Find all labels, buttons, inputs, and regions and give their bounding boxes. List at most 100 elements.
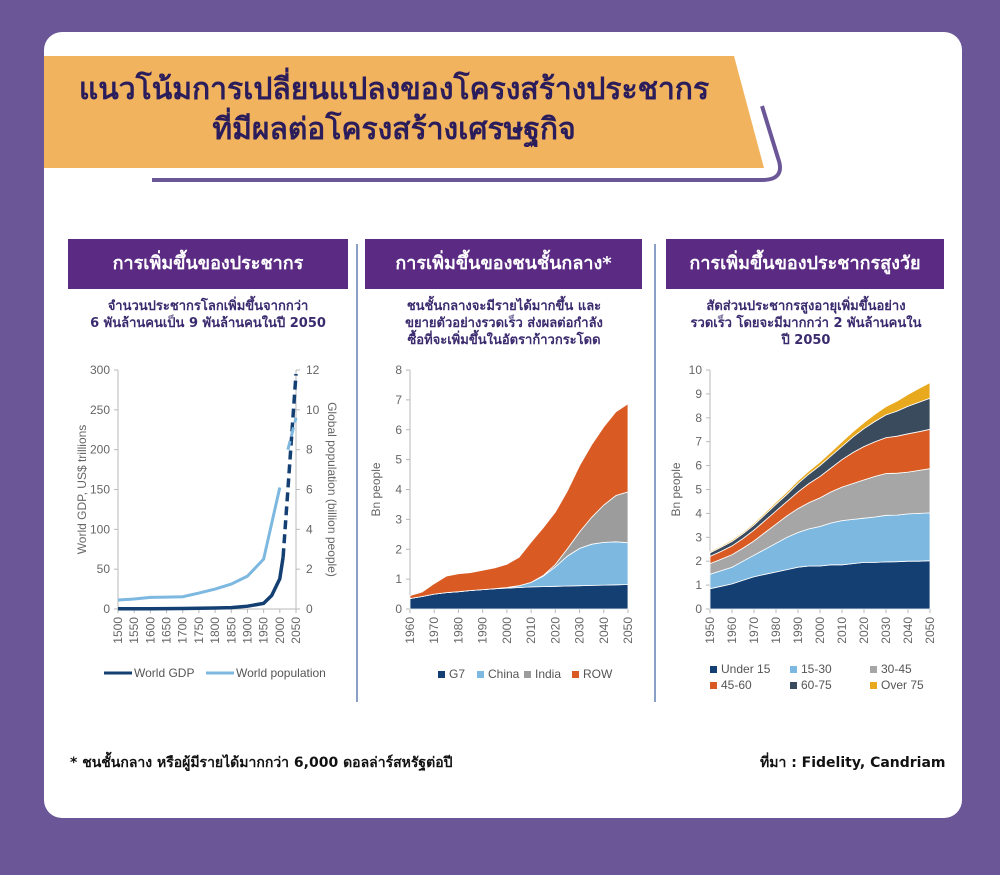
x-tick-label: 2040 xyxy=(901,617,915,644)
legend-swatch-india xyxy=(524,671,531,678)
y-tick-label: 0 xyxy=(395,602,402,616)
legend-label-world-population: World population xyxy=(236,666,326,680)
series-line-projection-world-population xyxy=(286,417,298,451)
x-tick-label: 1980 xyxy=(769,617,783,644)
panel-heading-middle-class: การเพิ่มขึ้นของชนชั้นกลาง* xyxy=(365,239,642,289)
y-tick-label: 150 xyxy=(90,483,110,497)
x-tick-label: 1600 xyxy=(143,617,157,644)
legend-swatch-row xyxy=(572,671,579,678)
y-tick-label: 50 xyxy=(97,562,111,576)
x-tick-label: 1750 xyxy=(192,617,206,644)
x-tick-label: 1500 xyxy=(111,617,125,644)
y-tick-label: 2 xyxy=(395,542,402,556)
legend-swatch-30-45 xyxy=(870,666,877,673)
x-tick-label: 1850 xyxy=(224,617,238,644)
legend-label-g7: G7 xyxy=(449,667,465,681)
legend-label-45-60: 45-60 xyxy=(721,678,752,692)
y2-tick-label: 2 xyxy=(306,562,313,576)
x-tick-label: 1700 xyxy=(176,617,190,644)
legend-label-60-75: 60-75 xyxy=(801,678,832,692)
y2-tick-label: 8 xyxy=(306,443,313,457)
x-tick-label: 1970 xyxy=(427,617,441,644)
banner-underline xyxy=(152,105,782,182)
y-tick-label: 5 xyxy=(695,483,702,497)
y2-tick-label: 6 xyxy=(306,483,313,497)
x-tick-label: 2000 xyxy=(500,617,514,644)
x-tick-label: 1900 xyxy=(240,617,254,644)
series-line-world-gdp xyxy=(117,556,285,611)
y-tick-label: 4 xyxy=(695,506,702,520)
y-tick-label: 9 xyxy=(695,387,702,401)
x-tick-label: 2020 xyxy=(857,617,871,644)
x-tick-label: 2010 xyxy=(835,617,849,644)
y-axis-label: World GDP, US$ trillions xyxy=(75,425,89,555)
y-tick-label: 0 xyxy=(695,602,702,616)
footnote: * ชนชั้นกลาง หรือผู้มีรายได้มากกว่า 6,00… xyxy=(70,755,453,771)
legend-swatch-g7 xyxy=(438,671,445,678)
area-series-row xyxy=(409,403,629,599)
y2-tick-label: 12 xyxy=(306,363,320,377)
page-title-line1: แนวโน้มการเปลี่ยนแปลงของโครงสร้างประชากร xyxy=(78,72,710,107)
y-tick-label: 1 xyxy=(695,578,702,592)
y-tick-label: 200 xyxy=(90,443,110,457)
y-tick-label: 0 xyxy=(103,602,110,616)
series-line-world-population xyxy=(117,487,282,602)
y-tick-label: 3 xyxy=(395,512,402,526)
x-tick-label: 1950 xyxy=(703,617,717,644)
y-tick-label: 6 xyxy=(695,459,702,473)
y-tick-label: 10 xyxy=(689,363,703,377)
y-tick-label: 8 xyxy=(695,411,702,425)
x-tick-label: 2050 xyxy=(923,617,937,644)
area-series-over-75 xyxy=(709,382,931,554)
legend-label-row: ROW xyxy=(583,667,613,681)
y-tick-label: 250 xyxy=(90,403,110,417)
x-tick-label: 1550 xyxy=(127,617,141,644)
panel-subtitle-aging: สัดส่วนประชากรสูงอายุเพิ่มขึ้นอย่าง รวดเ… xyxy=(690,299,922,348)
x-tick-label: 2000 xyxy=(813,617,827,644)
legend-label-world-gdp: World GDP xyxy=(134,666,194,680)
legend-swatch-45-60 xyxy=(710,682,717,689)
legend-label-under-15: Under 15 xyxy=(721,662,771,676)
panel-heading-aging: การเพิ่มขึ้นของประชากรสูงวัย xyxy=(666,239,944,289)
panel-divider xyxy=(356,244,358,702)
legend-swatch-china xyxy=(477,671,484,678)
banner-shape xyxy=(44,56,764,168)
y-tick-label: 6 xyxy=(395,423,402,437)
chart-aging: 0 1 2 3 4 5 6 7 8 9 10 1950 1960 1970 1980 1990 2000 2010… xyxy=(669,363,937,692)
legend-label-china: China xyxy=(488,667,520,681)
page-title-line2: ที่มีผลต่อโครงสร้างเศรษฐกิจ xyxy=(212,112,576,147)
x-tick-label: 2050 xyxy=(289,617,303,644)
y2-tick-label: 0 xyxy=(306,602,313,616)
x-tick-label: 2010 xyxy=(524,617,538,644)
y-tick-label: 7 xyxy=(695,435,702,449)
x-tick-label: 1990 xyxy=(791,617,805,644)
x-tick-label: 1990 xyxy=(476,617,490,644)
y-tick-label: 7 xyxy=(395,393,402,407)
series-line-projection-world-gdp xyxy=(281,373,298,558)
legend-label-over-75: Over 75 xyxy=(881,678,924,692)
y-tick-label: 8 xyxy=(395,363,402,377)
x-tick-label: 2030 xyxy=(879,617,893,644)
x-tick-label: 2030 xyxy=(573,617,587,644)
panel-divider xyxy=(654,244,656,702)
y-tick-label: 300 xyxy=(90,363,110,377)
x-tick-label: 1800 xyxy=(208,617,222,644)
y-tick-label: 2 xyxy=(695,554,702,568)
legend-label-india: India xyxy=(535,667,561,681)
x-tick-label: 1950 xyxy=(257,617,271,644)
source-note: ที่มา : Fidelity, Candriam xyxy=(760,755,946,771)
y-axis-label: Bn people xyxy=(369,462,383,516)
legend-swatch-15-30 xyxy=(790,666,797,673)
page-title: แนวโน้มการเปลี่ยนแปลงของโครงสร้างประชากร… xyxy=(44,70,744,150)
panel-subtitle-middle-class: ชนชั้นกลางจะมีรายได้มากขึ้น และ ขยายตัวอ… xyxy=(405,299,603,348)
x-tick-label: 1970 xyxy=(747,617,761,644)
legend-label-30-45: 30-45 xyxy=(881,662,912,676)
y-tick-label: 5 xyxy=(395,453,402,467)
panel-subtitle-population: จำนวนประชากรโลกเพิ่มขึ้นจากกว่า 6 พันล้า… xyxy=(90,299,326,331)
legend-swatch-60-75 xyxy=(790,682,797,689)
legend-swatch-over-75 xyxy=(870,682,877,689)
y-tick-label: 4 xyxy=(395,483,402,497)
x-tick-label: 1650 xyxy=(160,617,174,644)
legend-label-15-30: 15-30 xyxy=(801,662,832,676)
